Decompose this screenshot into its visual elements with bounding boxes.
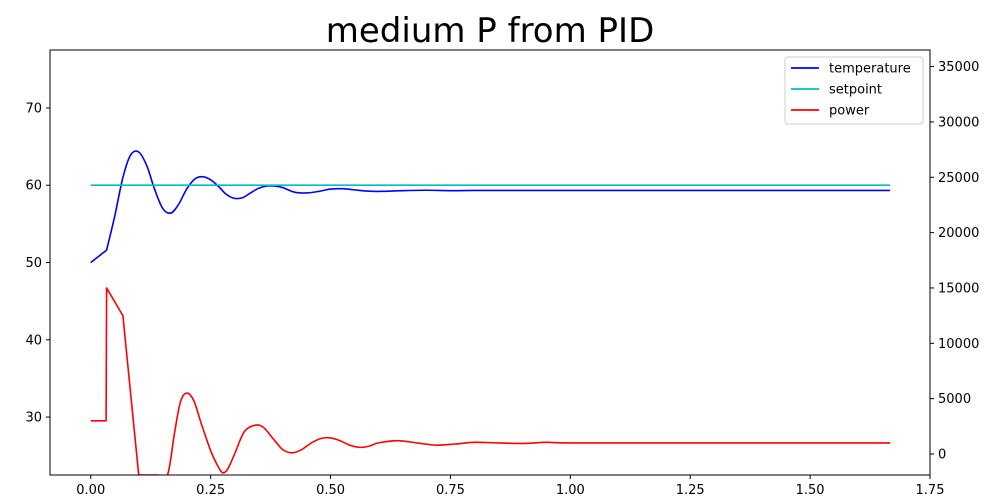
y-right-tick-label: 30000 bbox=[938, 115, 979, 130]
y-left-tick-label: 60 bbox=[25, 179, 42, 194]
x-tick-label: 1.00 bbox=[556, 483, 585, 498]
y-right-tick-label: 20000 bbox=[938, 226, 979, 241]
y-right-tick-label: 5000 bbox=[938, 392, 971, 407]
y-left-tick-label: 30 bbox=[25, 411, 42, 426]
legend-label-setpoint: setpoint bbox=[829, 83, 882, 98]
y-left-tick-label: 50 bbox=[25, 256, 42, 271]
x-tick-label: 1.75 bbox=[916, 483, 945, 498]
x-tick-label: 1.50 bbox=[796, 483, 825, 498]
x-tick-label: 0.50 bbox=[316, 483, 345, 498]
legend-label-temperature: temperature bbox=[829, 62, 911, 77]
y-right-tick-label: 35000 bbox=[938, 60, 979, 75]
series-line-power bbox=[90, 287, 891, 475]
y-left-tick-label: 40 bbox=[25, 333, 42, 348]
x-tick-label: 0.75 bbox=[436, 483, 465, 498]
legend-label-power: power bbox=[829, 104, 870, 119]
y-right-tick-label: 15000 bbox=[938, 281, 979, 296]
legend-box bbox=[784, 56, 924, 125]
y-right-tick-label: 0 bbox=[938, 447, 946, 462]
x-tick-label: 1.25 bbox=[676, 483, 705, 498]
series-line-temperature bbox=[90, 150, 891, 264]
x-tick-label: 0.25 bbox=[196, 483, 225, 498]
y-left-tick-label: 70 bbox=[25, 101, 42, 116]
y-right-tick-label: 25000 bbox=[938, 171, 979, 186]
x-tick-label: 0.00 bbox=[76, 483, 105, 498]
y-right-tick-label: 10000 bbox=[938, 337, 979, 352]
chart-title: medium P from PID bbox=[326, 11, 655, 51]
